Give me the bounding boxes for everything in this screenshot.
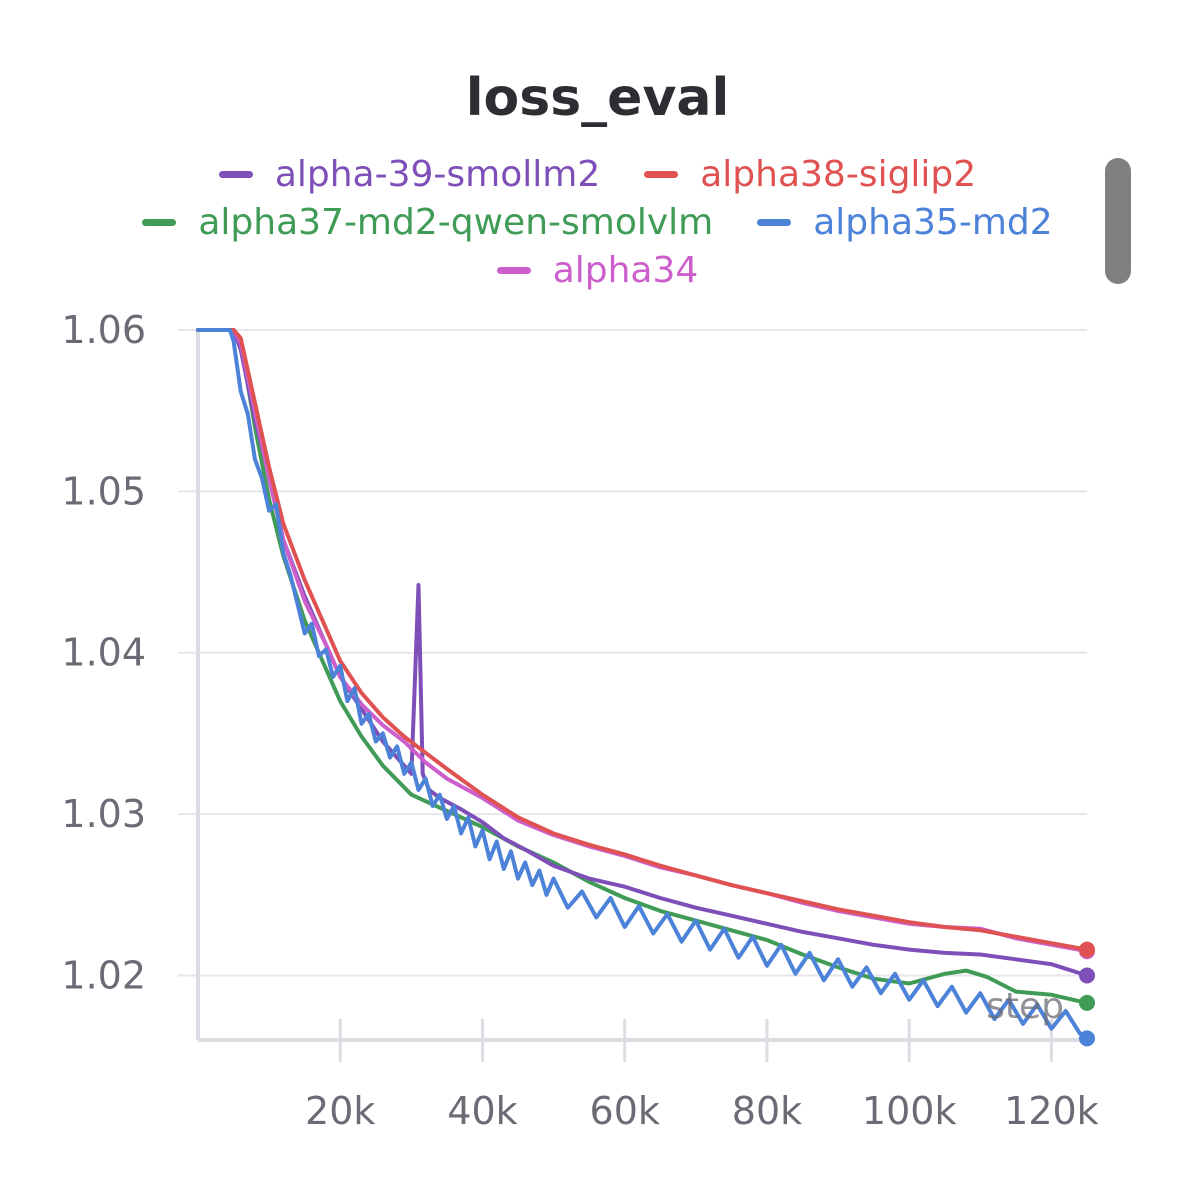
y-tick-label: 1.05 (61, 469, 146, 513)
end-marker-alpha37-md2-qwen-smolvlm (1079, 994, 1095, 1011)
legend-item-alpha-39-smollm2[interactable]: alpha-39-smollm2 (218, 153, 601, 195)
legend-label: alpha37-md2-qwen-smolvlm (198, 201, 714, 243)
x-tick-label: 80k (732, 1089, 802, 1133)
end-markers (1079, 941, 1095, 1047)
x-axis-label: step (986, 986, 1064, 1027)
legend-swatch (218, 170, 253, 178)
grid-lines (178, 329, 1087, 977)
legend-row-3: alpha34 (0, 246, 1195, 294)
legend-label: alpha-39-smollm2 (274, 153, 601, 195)
y-axis-ticks: 1.02 1.03 1.04 1.05 1.06 (61, 308, 146, 997)
legend: alpha-39-smollm2 alpha38-siglip2 alpha37… (0, 150, 1195, 294)
legend-swatch (644, 170, 679, 178)
end-marker-alpha35-md2 (1079, 1030, 1095, 1047)
legend-swatch (496, 266, 531, 274)
legend-row-2: alpha37-md2-qwen-smolvlm alpha35-md2 (0, 198, 1195, 246)
series-line-alpha35-md2 (196, 328, 1089, 1041)
y-tick-label: 1.03 (61, 792, 146, 836)
legend-item-alpha37-md2-qwen-smolvlm[interactable]: alpha37-md2-qwen-smolvlm (142, 202, 713, 243)
x-tick-label: 120k (1004, 1089, 1099, 1133)
x-axis-ticks: 20k 40k 60k 80k 100k 120k (305, 1019, 1099, 1133)
x-tick-label: 100k (862, 1089, 957, 1133)
legend-label: alpha38-siglip2 (700, 153, 977, 195)
legend-item-alpha38-siglip2[interactable]: alpha38-siglip2 (644, 154, 976, 195)
series-lines (196, 328, 1089, 1041)
y-tick-label: 1.06 (61, 308, 146, 352)
axes (196, 330, 1087, 1042)
x-tick-label: 40k (447, 1089, 517, 1133)
legend-item-alpha35-md2[interactable]: alpha35-md2 (757, 201, 1053, 243)
legend-swatch (757, 218, 792, 226)
end-marker-alpha38-siglip2 (1079, 941, 1095, 958)
series-line-alpha38-siglip2 (196, 328, 1089, 952)
legend-label: alpha35-md2 (813, 201, 1053, 243)
legend-label: alpha34 (552, 249, 699, 291)
x-tick-label: 60k (590, 1089, 660, 1133)
legend-scrollbar[interactable] (1105, 158, 1131, 284)
legend-swatch (142, 218, 177, 226)
legend-item-alpha34[interactable]: alpha34 (496, 249, 699, 291)
y-tick-label: 1.04 (61, 631, 146, 675)
end-marker-alpha-39-smollm2 (1079, 967, 1095, 984)
chart-title: loss_eval (465, 68, 730, 128)
x-tick-label: 20k (305, 1089, 375, 1133)
y-tick-label: 1.02 (61, 953, 146, 997)
legend-row-1: alpha-39-smollm2 alpha38-siglip2 (0, 150, 1195, 198)
